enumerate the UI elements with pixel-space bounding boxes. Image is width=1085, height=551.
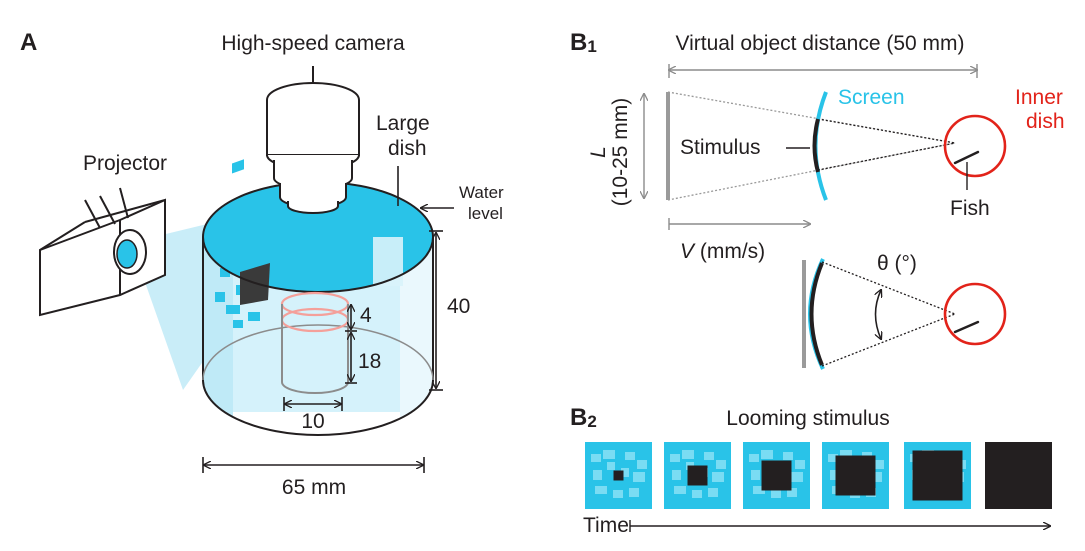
frame-pattern-patch xyxy=(607,462,615,470)
frame-pattern-patch xyxy=(613,490,623,498)
frame-pattern-patch xyxy=(830,470,839,480)
camera-icon xyxy=(266,66,360,214)
panel-b1-letter: B1 xyxy=(570,29,597,56)
speed-label: V (mm/s) xyxy=(680,240,765,263)
frame-pattern-patch xyxy=(791,472,803,482)
frame-pattern-patch xyxy=(633,472,645,482)
water-label-2: level xyxy=(468,204,503,223)
panel-b2-letter: B2 xyxy=(570,404,597,431)
frame-pattern-patch xyxy=(603,450,615,459)
frame-pattern-patch xyxy=(787,488,797,497)
fish-bottom xyxy=(953,320,980,334)
frame-pattern-patch xyxy=(593,470,602,480)
large-dish-label-1: Large xyxy=(376,112,430,135)
inner-dish-bottom xyxy=(943,282,1007,346)
ray-top-far xyxy=(667,91,956,144)
frame-background xyxy=(985,442,1052,509)
looming-square xyxy=(761,460,792,491)
time-label: Time xyxy=(583,514,629,537)
inner-dish-label-1: Inner xyxy=(1015,86,1063,109)
frame-pattern-patch xyxy=(749,454,759,462)
looming-frame xyxy=(822,442,889,509)
looming-frame xyxy=(585,442,652,509)
looming-frame xyxy=(743,442,810,509)
large-dish-base-back xyxy=(202,324,434,381)
frame-pattern-patch xyxy=(591,454,601,462)
frame-pattern-patch xyxy=(783,452,793,460)
frame-pattern-patch xyxy=(795,460,805,469)
looming-frame xyxy=(904,442,971,509)
fish-label: Fish xyxy=(950,197,990,220)
angle-arc xyxy=(876,290,882,339)
projector-icon xyxy=(39,187,166,317)
frame-pattern-patch xyxy=(629,488,639,497)
distance-label: Virtual object distance (50 mm) xyxy=(675,32,964,55)
looming-title: Looming stimulus xyxy=(726,407,889,430)
projector-label: Projector xyxy=(83,152,167,175)
frame-pattern-patch xyxy=(692,490,702,498)
frame-pattern-patch xyxy=(712,472,724,482)
camera-label: High-speed camera xyxy=(221,32,405,55)
frame-pattern-patch xyxy=(761,450,773,459)
frame-pattern-patch xyxy=(621,468,629,477)
frame-pattern-patch xyxy=(682,450,694,459)
screen-arc xyxy=(813,91,828,201)
ray-top-near xyxy=(817,118,956,144)
dim-inner-height: 4 xyxy=(360,304,372,327)
frame-pattern-patch xyxy=(637,460,647,469)
inner-dish-top xyxy=(943,114,1007,178)
frame-pattern-patch xyxy=(771,490,781,498)
stimulus-label: Stimulus xyxy=(680,136,761,159)
looming-square xyxy=(687,465,708,486)
ray-bottom-near xyxy=(817,142,956,171)
panel-b2: B2 Looming stimulus Time xyxy=(570,404,1052,537)
looming-frame xyxy=(664,442,731,509)
frame-pattern-patch xyxy=(751,470,760,480)
panel-b1: B1 Virtual object distance (50 mm) L (10… xyxy=(570,29,1065,370)
frame-pattern-patch xyxy=(704,452,714,460)
screen-label: Screen xyxy=(838,86,905,109)
fish-top xyxy=(953,150,980,165)
frame-pattern-patch xyxy=(828,454,838,462)
surface-highlight xyxy=(373,237,403,286)
looming-square xyxy=(835,455,876,496)
frame-pattern-patch xyxy=(870,472,882,482)
large-dish-label-2: dish xyxy=(388,137,427,160)
dim-outer-width: 65 mm xyxy=(282,476,346,499)
frame-pattern-patch xyxy=(670,454,680,462)
frame-pattern-patch xyxy=(672,470,681,480)
ray-bottom-far xyxy=(667,142,956,201)
dim-outer-height: 40 xyxy=(447,295,470,318)
looming-frames xyxy=(585,442,1052,509)
stimulus-arc xyxy=(812,118,820,173)
frame-pattern-patch xyxy=(716,460,726,469)
stimulus-arc-near xyxy=(809,262,824,366)
frame-pattern-patch xyxy=(708,488,718,497)
panel-a-letter: A xyxy=(20,29,37,56)
frame-pattern-patch xyxy=(595,486,607,494)
size-range-label: (10-25 mm) xyxy=(609,98,632,207)
water-label-1: Water xyxy=(459,183,504,202)
ray-near-bottom xyxy=(821,313,956,367)
dim-inner-width: 10 xyxy=(301,410,324,433)
looming-square xyxy=(613,470,624,481)
frame-pattern-patch xyxy=(753,486,765,494)
angle-label: θ (°) xyxy=(877,252,917,275)
panel-a: A High-speed camera xyxy=(20,29,504,499)
frame-pattern-patch xyxy=(874,460,884,469)
looming-square xyxy=(912,450,963,501)
inner-dish-label-2: dish xyxy=(1026,110,1065,133)
looming-frame xyxy=(985,442,1052,509)
frame-pattern-patch xyxy=(625,452,635,460)
large-dish-wall xyxy=(202,237,434,436)
frame-pattern-patch xyxy=(674,486,686,494)
dim-inner-lower: 18 xyxy=(358,350,381,373)
size-label: L xyxy=(587,146,610,158)
frame-pattern-patch xyxy=(840,450,852,459)
